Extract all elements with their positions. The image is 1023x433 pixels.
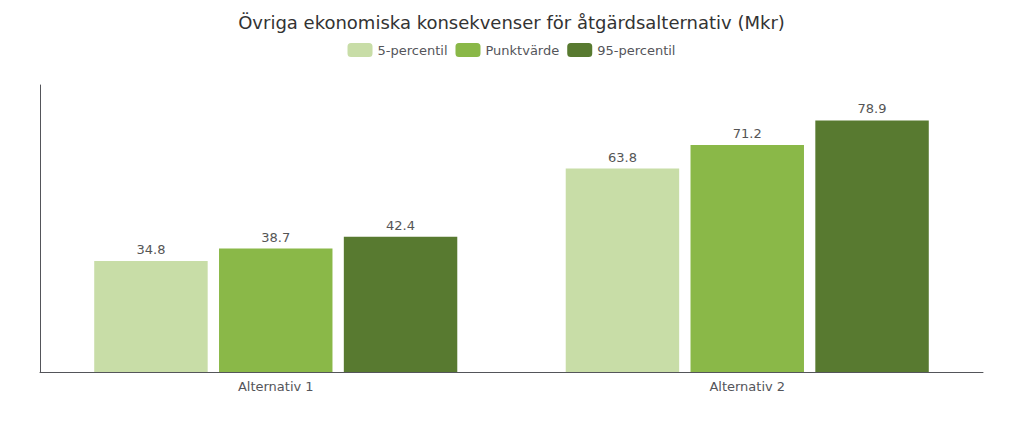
svg-text:71.2: 71.2 — [733, 126, 762, 141]
svg-text:63.8: 63.8 — [608, 150, 637, 165]
svg-text:38.7: 38.7 — [261, 230, 290, 245]
svg-text:34.8: 34.8 — [136, 242, 165, 257]
svg-text:Alternativ 1: Alternativ 1 — [238, 379, 314, 394]
svg-text:Punktvärde: Punktvärde — [485, 43, 559, 58]
svg-text:95-percentil: 95-percentil — [597, 43, 675, 58]
svg-text:5-percentil: 5-percentil — [378, 43, 448, 58]
svg-text:Övriga ekonomiska konsekvenser: Övriga ekonomiska konsekvenser för åtgär… — [238, 12, 785, 33]
svg-text:Alternativ 2: Alternativ 2 — [709, 379, 785, 394]
svg-text:42.4: 42.4 — [386, 218, 415, 233]
svg-text:78.9: 78.9 — [858, 101, 887, 116]
